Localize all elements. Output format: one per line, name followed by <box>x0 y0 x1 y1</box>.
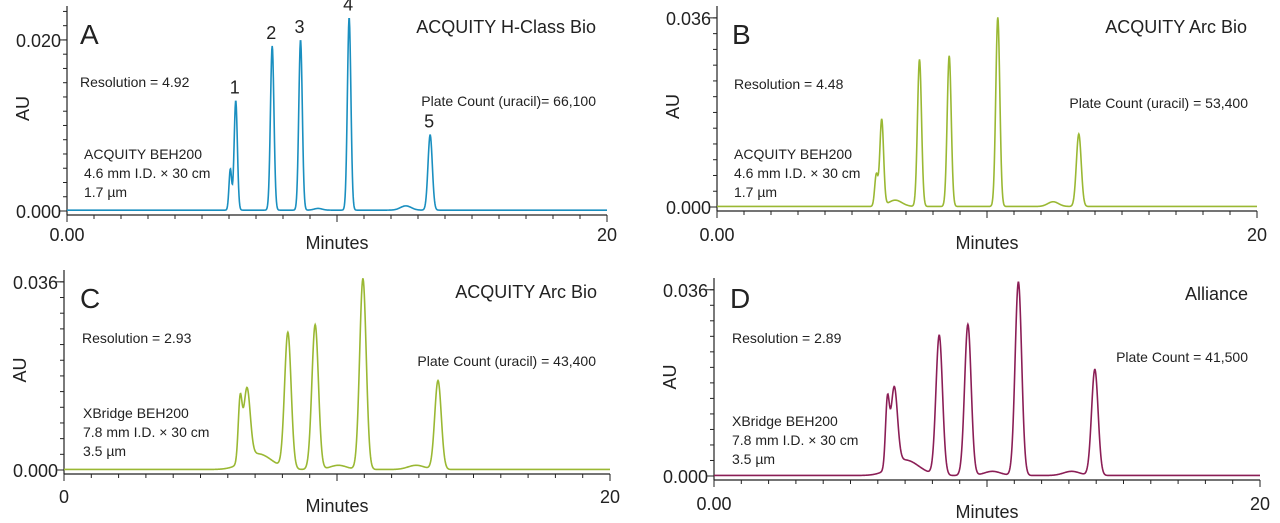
y-axis-label: AU <box>10 357 30 382</box>
y-axis-label: AU <box>13 96 33 121</box>
y-tick-label: 0.000 <box>16 202 61 222</box>
resolution-text: Resolution = 2.89 <box>732 330 842 346</box>
chromatogram-trace <box>67 18 607 211</box>
instrument-name: ACQUITY Arc Bio <box>1105 17 1247 37</box>
y-tick-label: 0.036 <box>663 281 708 301</box>
plate-count-text: Plate Count (uracil)= 66,100 <box>421 93 596 109</box>
x-tick-label: 0.00 <box>696 494 731 514</box>
column-info-line: ACQUITY BEH200 <box>84 146 202 162</box>
y-tick-label: 0.036 <box>13 273 58 293</box>
chromatogram-panel-d: 0.000 0.036 0.00 20 Minutes AU D Alliance Resolu… <box>660 278 1270 522</box>
x-tick-label: 20 <box>600 487 620 507</box>
instrument-name: ACQUITY Arc Bio <box>455 282 597 302</box>
column-info-line: 3.5 µm <box>83 443 126 459</box>
panel-letter: D <box>730 283 750 314</box>
x-tick-label: 0 <box>59 487 69 507</box>
x-axis-label: Minutes <box>305 496 368 516</box>
resolution-text: Resolution = 4.92 <box>80 74 190 90</box>
x-axis-label: Minutes <box>955 502 1018 522</box>
x-tick-label: 0.00 <box>49 225 84 245</box>
x-tick-label: 20 <box>597 225 617 245</box>
x-tick-label: 20 <box>1250 494 1270 514</box>
column-info-line: 7.8 mm I.D. × 30 cm <box>83 424 209 440</box>
y-tick-label: 0.000 <box>13 461 58 481</box>
resolution-text: Resolution = 4.48 <box>734 76 844 92</box>
panel-letter: C <box>80 283 100 314</box>
peak-label: 2 <box>266 23 276 43</box>
panel-letter: B <box>732 19 751 50</box>
instrument-name: Alliance <box>1185 284 1248 304</box>
y-axis-label: AU <box>663 94 683 119</box>
chromatogram-trace <box>717 17 1257 208</box>
column-info-line: 4.6 mm I.D. × 30 cm <box>84 165 210 181</box>
peak-label: 4 <box>343 0 353 15</box>
panel-letter: A <box>80 19 99 50</box>
chromatogram-panel-b: 0.000 0.036 0.00 20 Minutes AU B ACQUITY Arc Bi… <box>663 6 1267 253</box>
chromatogram-trace <box>714 281 1260 477</box>
plate-count-text: Plate Count = 41,500 <box>1116 349 1248 365</box>
resolution-text: Resolution = 2.93 <box>82 330 192 346</box>
chromatogram-panel-c: 0.000 0.036 0 20 Minutes AU C ACQUITY Arc Bio Re… <box>10 270 620 516</box>
chromatogram-trace <box>64 278 610 471</box>
x-axis-label: Minutes <box>305 233 368 253</box>
plate-count-text: Plate Count (uracil) = 53,400 <box>1069 95 1248 111</box>
column-info-line: XBridge BEH200 <box>83 405 189 421</box>
y-axis-label: AU <box>660 364 680 389</box>
column-info-line: 7.8 mm I.D. × 30 cm <box>732 432 858 448</box>
y-tick-label: 0.020 <box>16 31 61 51</box>
peak-label: 1 <box>230 78 240 98</box>
peak-label: 5 <box>424 112 434 132</box>
x-tick-label: 0.00 <box>699 225 734 245</box>
column-info-line: ACQUITY BEH200 <box>734 146 852 162</box>
instrument-name: ACQUITY H-Class Bio <box>416 17 596 37</box>
y-tick-label: 0.000 <box>666 198 711 218</box>
x-tick-label: 20 <box>1247 225 1267 245</box>
column-info-line: 4.6 mm I.D. × 30 cm <box>734 165 860 181</box>
column-info-line: 1.7 µm <box>84 184 127 200</box>
column-info-line: 1.7 µm <box>734 184 777 200</box>
x-axis-label: Minutes <box>955 233 1018 253</box>
plate-count-text: Plate Count (uracil) = 43,400 <box>417 353 596 369</box>
column-info-line: XBridge BEH200 <box>732 413 838 429</box>
y-tick-label: 0.000 <box>663 467 708 487</box>
column-info-line: 3.5 µm <box>732 451 775 467</box>
y-tick-label: 0.036 <box>666 9 711 29</box>
peak-label: 3 <box>295 17 305 37</box>
